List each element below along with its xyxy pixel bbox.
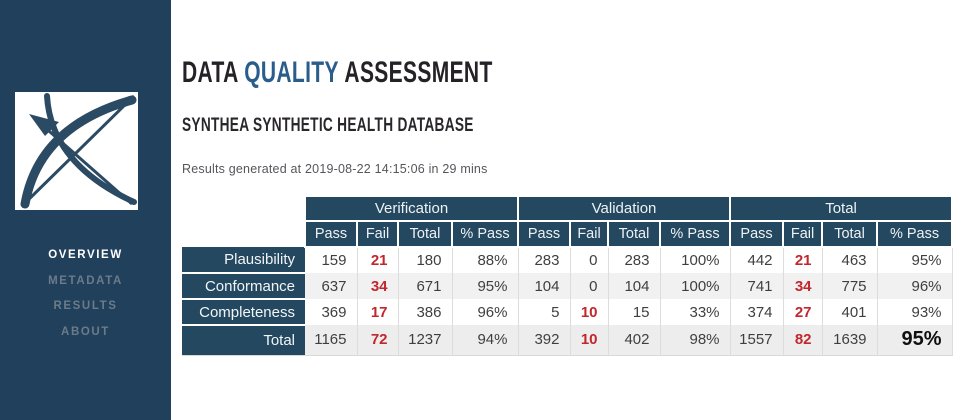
table-cell: 100% — [660, 247, 731, 273]
table-cell: 0 — [570, 273, 609, 299]
col-header-pct-pass: % Pass — [658, 221, 732, 248]
nav-item-about[interactable]: ABOUT — [61, 325, 110, 338]
page-subtitle: SYNTHEA SYNTHETIC HEALTH DATABASE — [182, 115, 474, 136]
col-header-pass: Pass — [304, 221, 358, 248]
table-cell: 180 — [398, 247, 453, 273]
group-header-validation: Validation — [516, 197, 732, 222]
table-cell: 1165 — [305, 325, 358, 356]
table-cell: 104 — [518, 273, 571, 299]
table-cell: 21 — [783, 247, 823, 273]
bow-and-arrow-logo-icon — [15, 92, 138, 210]
table-cell: 374 — [730, 299, 784, 325]
page-title-word: ASSESSMENT — [344, 56, 493, 89]
page-title: DATA QUALITY ASSESSMENT — [182, 56, 493, 90]
table-cell: 283 — [608, 247, 661, 273]
generated-timestamp: Results generated at 2019-08-22 14:15:06… — [182, 162, 488, 176]
table-cell: 442 — [730, 247, 784, 273]
sidebar-nav: OVERVIEW METADATA RESULTS ABOUT — [0, 243, 171, 345]
col-header-total: Total — [607, 221, 661, 248]
table-row-plausibility: Plausibility 159 21 180 88% 283 0 283 10… — [182, 247, 953, 274]
table-cell: 1639 — [822, 325, 878, 356]
col-header-pct-pass: % Pass — [876, 221, 954, 248]
table-cell: 159 — [305, 247, 358, 273]
table-cell: 88% — [452, 247, 519, 273]
table-cell: 21 — [357, 247, 399, 273]
table-cell: 104 — [608, 273, 661, 299]
table-cell: 95% — [877, 247, 953, 273]
table-cell: 463 — [822, 247, 878, 273]
table-cell: 82 — [783, 325, 823, 356]
table-cell: 96% — [452, 299, 519, 325]
row-label: Completeness — [182, 299, 305, 326]
group-header-total: Total — [729, 197, 954, 222]
group-header-row: Verification Validation Total — [182, 197, 954, 222]
main-content: DATA QUALITY ASSESSMENT SYNTHEA SYNTHETIC … — [171, 0, 977, 356]
nav-item-metadata[interactable]: METADATA — [48, 274, 123, 287]
table-cell: 671 — [398, 273, 453, 299]
table-cell: 100% — [660, 273, 731, 299]
table-cell: 98% — [660, 325, 731, 356]
table-cell: 386 — [398, 299, 453, 325]
table-row-conformance: Conformance 637 34 671 95% 104 0 104 100… — [182, 273, 953, 300]
table-cell: 10 — [570, 325, 609, 356]
table-cell: 5 — [518, 299, 571, 325]
col-header-fail: Fail — [782, 221, 824, 248]
row-label: Conformance — [182, 273, 305, 300]
col-header-total: Total — [397, 221, 453, 248]
col-header-fail: Fail — [356, 221, 399, 248]
nav-item-overview[interactable]: OVERVIEW — [48, 249, 123, 261]
table-cell: 34 — [783, 273, 823, 299]
table-cell: 369 — [305, 299, 358, 325]
table-cell: 17 — [357, 299, 399, 325]
table-cell: 95% — [452, 273, 519, 299]
sidebar: OVERVIEW METADATA RESULTS ABOUT — [0, 0, 171, 420]
table-cell: 1557 — [730, 325, 784, 356]
col-header-pass: Pass — [729, 221, 785, 248]
table-cell: 15 — [608, 299, 661, 325]
table-cell: 93% — [877, 299, 953, 325]
table-cell: 34 — [357, 273, 399, 299]
overall-pass-rate: 95% — [877, 325, 953, 356]
page-title-word-accent: QUALITY — [244, 56, 339, 89]
page-title-word: DATA — [182, 56, 239, 89]
table-cell: 401 — [822, 299, 878, 325]
data-quality-table: Verification Validation Total Pass Fail … — [182, 197, 954, 356]
table-cell: 94% — [452, 325, 519, 356]
table-cell: 72 — [357, 325, 399, 356]
table-cell: 637 — [305, 273, 358, 299]
table-cell: 741 — [730, 273, 784, 299]
col-header-pct-pass: % Pass — [451, 221, 519, 248]
row-label: Total — [182, 325, 305, 356]
table-cell: 392 — [518, 325, 571, 356]
table-cell: 1237 — [398, 325, 453, 356]
app-logo[interactable] — [15, 92, 138, 210]
col-header-fail: Fail — [569, 221, 609, 248]
table-corner-spacer — [182, 197, 305, 221]
table-row-completeness: Completeness 369 17 386 96% 5 10 15 33% … — [182, 299, 953, 326]
group-header-verification: Verification — [304, 197, 519, 222]
table-cell: 0 — [570, 247, 609, 273]
sub-header-row: Pass Fail Total % Pass Pass Fail Total %… — [182, 221, 954, 248]
col-header-total: Total — [821, 221, 879, 248]
row-label: Plausibility — [182, 247, 305, 274]
table-cell: 283 — [518, 247, 571, 273]
table-cell: 27 — [783, 299, 823, 325]
table-cell: 33% — [660, 299, 731, 325]
table-corner-spacer — [182, 221, 305, 247]
table-cell: 775 — [822, 273, 878, 299]
table-cell: 96% — [877, 273, 953, 299]
col-header-pass: Pass — [517, 221, 571, 248]
table-cell: 10 — [570, 299, 609, 325]
table-cell: 402 — [608, 325, 661, 356]
nav-item-results[interactable]: RESULTS — [53, 300, 118, 312]
table-row-total: Total 1165 72 1237 94% 392 10 402 98% 15… — [182, 325, 953, 356]
